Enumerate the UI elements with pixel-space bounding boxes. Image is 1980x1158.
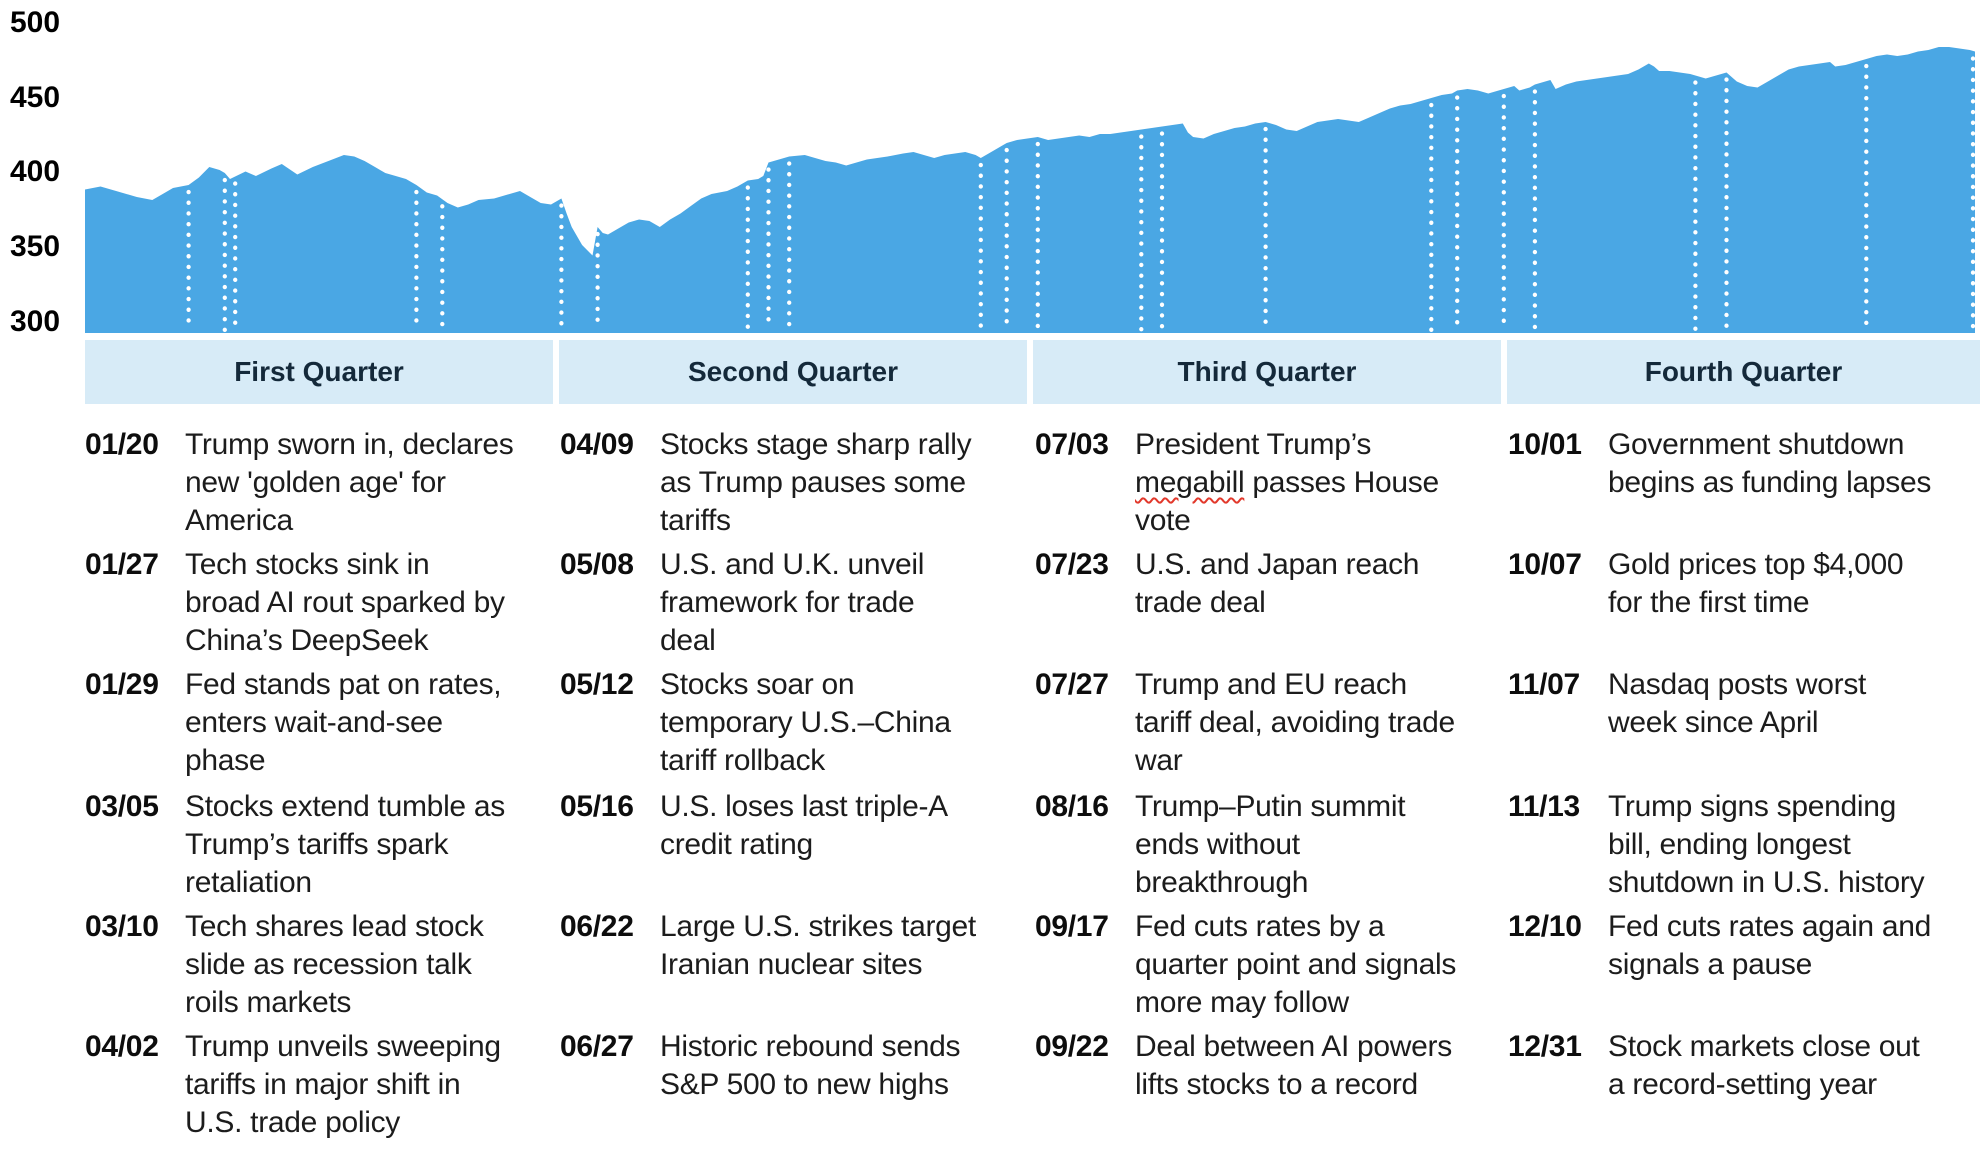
y-axis-tick: 350 [10, 230, 61, 263]
event-text: Trump sworn in, declares new 'golden age… [185, 428, 514, 537]
quarter-band-q1: First Quarter [85, 340, 553, 404]
event-marker-lines [186, 56, 1976, 333]
y-axis-tick: 500 [10, 6, 61, 39]
event-text: Trump–Putin summit ends without breakthr… [1135, 790, 1406, 899]
stock-area-chart: 500 450 400 350 300 [0, 0, 1980, 340]
quarter-band-q3: Third Quarter [1033, 340, 1501, 404]
event-date: 10/07 [1508, 548, 1582, 581]
event-text: Trump unveils sweeping tariffs in major … [185, 1030, 501, 1139]
y-axis-tick: 300 [10, 305, 61, 338]
event-text: Tech shares lead stock slide as recessio… [185, 910, 484, 1019]
event-text: Stock markets close out a record-setting… [1608, 1030, 1920, 1101]
event-date: 04/02 [85, 1030, 159, 1063]
event-date: 06/22 [560, 910, 634, 943]
event-date: 01/29 [85, 668, 159, 701]
y-axis-tick: 450 [10, 81, 61, 114]
event-date: 03/05 [85, 790, 159, 823]
event-date: 10/01 [1508, 428, 1582, 461]
event-date: 11/13 [1508, 790, 1580, 823]
event-text: Tech stocks sink in broad AI rout sparke… [185, 548, 505, 657]
event-text: Gold prices top $4,000 for the first tim… [1608, 548, 1904, 619]
event-date: 12/31 [1508, 1030, 1582, 1063]
event-date: 07/27 [1035, 668, 1109, 701]
event-date: 05/16 [560, 790, 634, 823]
event-date: 01/27 [85, 548, 159, 581]
quarter-band-q4: Fourth Quarter [1507, 340, 1980, 404]
event-text: U.S. and U.K. unveil framework for trade… [660, 548, 925, 657]
event-date: 09/17 [1035, 910, 1109, 943]
quarter-label: Third Quarter [1177, 356, 1357, 387]
price-area [85, 47, 1975, 333]
event-date: 07/03 [1035, 428, 1109, 461]
area-chart-canvas [85, 47, 1976, 333]
event-date: 04/09 [560, 428, 634, 461]
event-date: 01/20 [85, 428, 159, 461]
event-text: Large U.S. strikes target Iranian nuclea… [660, 910, 976, 981]
event-text: Stocks stage sharp rally as Trump pauses… [660, 428, 972, 537]
event-text: President Trump’s megabill passes House … [1135, 428, 1439, 537]
event-date: 03/10 [85, 910, 159, 943]
event-date: 05/12 [560, 668, 634, 701]
event-text: Stocks soar on temporary U.S.–China tari… [660, 668, 951, 777]
event-text: Historic rebound sends S&P 500 to new hi… [660, 1030, 961, 1101]
y-axis-tick: 400 [10, 155, 61, 188]
quarter-label: Second Quarter [687, 356, 899, 387]
event-text: Trump signs spending bill, ending longes… [1608, 790, 1925, 899]
event-text: Stocks extend tumble as Trump’s tariffs … [185, 790, 505, 899]
event-text: U.S. loses last triple-A credit rating [660, 790, 948, 861]
quarter-band-q2: Second Quarter [559, 340, 1027, 404]
event-text: Trump and EU reach tariff deal, avoiding… [1135, 668, 1455, 777]
quarter-label: Fourth Quarter [1644, 356, 1843, 387]
misspelled-word: megabill [1135, 466, 1245, 499]
event-text: Nasdaq posts worst week since April [1608, 668, 1867, 739]
event-date: 11/07 [1508, 668, 1580, 701]
event-text: Government shutdown begins as funding la… [1608, 428, 1932, 499]
event-date: 06/27 [560, 1030, 634, 1063]
event-text: U.S. and Japan reach trade deal [1135, 548, 1420, 619]
event-text: Fed cuts rates again and signals a pause [1608, 910, 1932, 981]
event-date: 12/10 [1508, 910, 1582, 943]
event-text: Fed cuts rates by a quarter point and si… [1135, 910, 1457, 1019]
event-date: 05/08 [560, 548, 634, 581]
event-date: 09/22 [1035, 1030, 1109, 1063]
quarter-label: First Quarter [234, 356, 404, 387]
event-date: 08/16 [1035, 790, 1109, 823]
event-date: 07/23 [1035, 548, 1109, 581]
event-text: Fed stands pat on rates, enters wait-and… [185, 668, 502, 777]
event-text: Deal between AI powers lifts stocks to a… [1135, 1030, 1452, 1101]
